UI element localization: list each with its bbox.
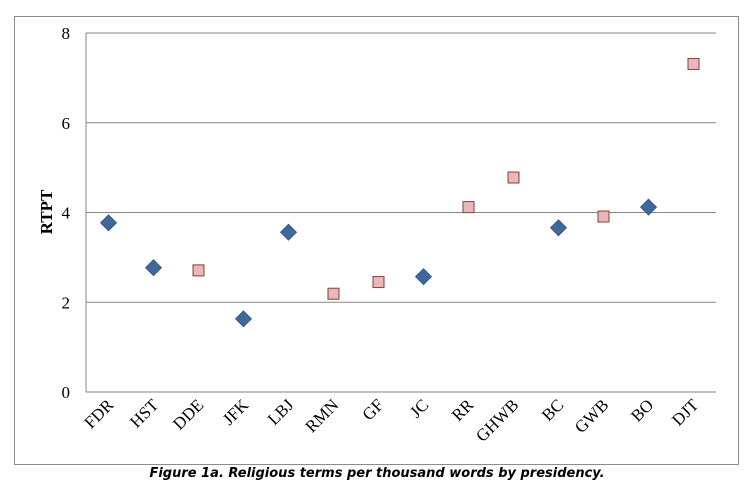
x-tick-label: FDR (81, 395, 118, 432)
data-point-square (507, 171, 520, 184)
figure-caption: Figure 1a. Religious terms per thousand … (149, 466, 605, 481)
x-tick-label: GHWB (472, 395, 522, 445)
data-point-diamond (99, 214, 118, 232)
data-points (99, 57, 700, 328)
data-point-diamond (234, 310, 253, 328)
y-tick-label: 8 (62, 24, 71, 43)
data-point-diamond (279, 223, 298, 241)
data-point-square (192, 264, 205, 277)
data-point-square (327, 287, 340, 300)
data-point-square (372, 276, 385, 289)
x-tick-label: BC (538, 395, 567, 424)
y-axis: 0 2 4 6 8 (62, 24, 87, 402)
data-point-diamond (639, 198, 658, 216)
data-point-diamond (144, 259, 163, 277)
x-tick-label: HST (126, 395, 163, 432)
x-tick-label: RR (448, 395, 478, 425)
data-point-diamond (549, 219, 568, 237)
x-tick-label: DJT (668, 395, 703, 430)
data-point-square (462, 201, 475, 214)
x-tick-label: GWB (571, 395, 612, 436)
x-tick-label: RMN (302, 395, 343, 436)
y-tick-label: 6 (62, 114, 71, 133)
data-point-diamond (414, 268, 433, 286)
data-point-square (687, 57, 700, 70)
x-tick-label: GF (359, 395, 388, 424)
x-tick-label: DDE (169, 395, 207, 433)
y-tick-label: 0 (62, 383, 71, 402)
x-tick-label: JC (406, 395, 432, 421)
y-axis-label: RTPT (37, 189, 56, 234)
x-tick-label: LBJ (264, 395, 298, 429)
y-tick-label: 2 (62, 293, 71, 312)
y-tick-label: 4 (62, 204, 71, 223)
data-point-square (597, 210, 610, 223)
gridlines (86, 32, 716, 393)
chart-frame (14, 16, 739, 465)
x-tick-label: BO (627, 395, 657, 425)
x-tick-label: JFK (219, 395, 253, 429)
